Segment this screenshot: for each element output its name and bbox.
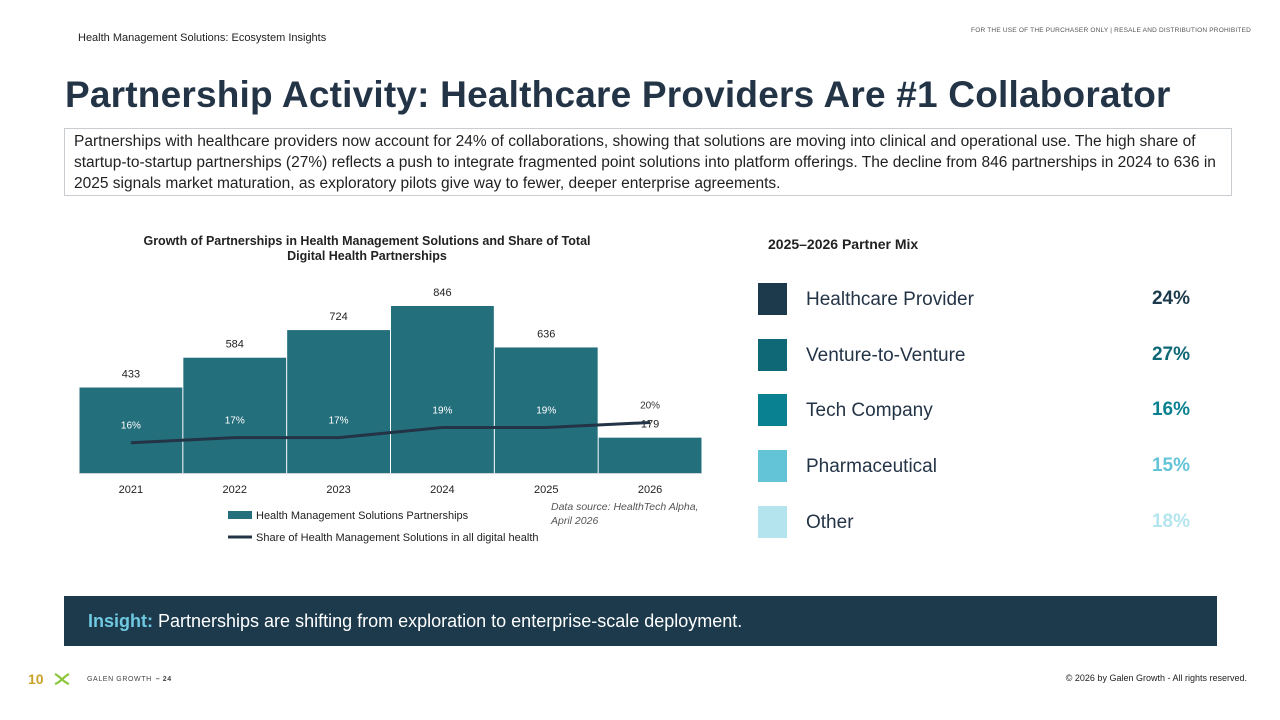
footer-branding: 10 GALEN GROWTH – 24 xyxy=(28,671,172,687)
legend-bar-label: Health Management Solutions Partnerships xyxy=(256,510,469,522)
partner-mix-title: 2025–2026 Partner Mix xyxy=(768,236,919,252)
insight-text: Partnerships are shifting from explorati… xyxy=(153,611,743,631)
source-note-line1: Data source: HealthTech Alpha, xyxy=(551,501,698,513)
partner-mix-value: 27% xyxy=(1151,343,1190,365)
partnership-growth-chart: Growth of Partnerships in Health Managem… xyxy=(64,228,724,558)
anniversary-badge: 10 xyxy=(28,671,44,687)
bar-2026 xyxy=(598,437,702,473)
bar-value-label: 584 xyxy=(226,339,244,351)
share-value-label: 16% xyxy=(121,421,141,432)
leaf-knot-icon xyxy=(54,673,70,686)
chart-title-line1: Growth of Partnerships in Health Managem… xyxy=(143,234,590,248)
x-tick-label: 2023 xyxy=(326,484,350,496)
insight-label: Insight: xyxy=(88,611,153,631)
bar-value-label: 846 xyxy=(433,287,451,299)
partner-mix-label: Venture-to-Venture xyxy=(806,344,966,366)
x-tick-label: 2026 xyxy=(638,484,662,496)
share-value-label: 17% xyxy=(329,416,349,427)
insight-banner: Insight: Partnerships are shifting from … xyxy=(64,596,1217,646)
bar-value-label: 433 xyxy=(122,369,140,381)
x-tick-label: 2022 xyxy=(223,484,247,496)
partner-mix-swatch xyxy=(758,450,787,483)
bar-2022 xyxy=(183,357,287,473)
partner-mix-value: 16% xyxy=(1151,399,1190,421)
legend-bar-swatch xyxy=(228,511,252,519)
share-line xyxy=(130,420,651,445)
partner-mix-value: 18% xyxy=(1151,510,1190,532)
summary-text: Partnerships with healthcare providers n… xyxy=(64,128,1232,196)
share-value-label: 19% xyxy=(432,406,452,417)
chart-title-line2: Digital Health Partnerships xyxy=(287,249,447,263)
partner-mix-row: Healthcare Provider 24% xyxy=(758,283,1190,315)
usage-notice: FOR THE USE OF THE PURCHASER ONLY | RESA… xyxy=(971,27,1251,34)
partner-mix-swatch xyxy=(758,394,787,427)
partner-mix-row: Tech Company 16% xyxy=(758,394,1190,427)
share-value-label: 20% xyxy=(640,400,660,411)
share-value-label: 17% xyxy=(225,416,245,427)
partner-mix-value: 24% xyxy=(1151,288,1190,309)
partner-mix-label: Pharmaceutical xyxy=(806,456,937,478)
partner-mix-label: Other xyxy=(806,511,854,533)
chart-svg: Growth of Partnerships in Health Managem… xyxy=(79,234,702,544)
slide-title: Partnership Activity: Healthcare Provide… xyxy=(65,74,1171,115)
partner-mix-row: Pharmaceutical 15% xyxy=(758,450,1190,483)
partner-mix-swatch xyxy=(758,505,787,538)
partner-mix-label: Tech Company xyxy=(806,400,933,422)
bar-value-label: 179 xyxy=(641,419,659,431)
legend-line-label: Share of Health Management Solutions in … xyxy=(256,532,539,544)
bar-2025 xyxy=(494,347,598,473)
galen-growth-logo: 10 xyxy=(28,671,70,687)
bar-2021 xyxy=(79,387,183,473)
partner-mix-row: Other 18% xyxy=(758,505,1190,538)
bar-value-label: 636 xyxy=(537,328,555,340)
footer-brand: GALEN GROWTH xyxy=(87,675,152,683)
page-number: – 24 xyxy=(155,675,172,683)
x-tick-label: 2024 xyxy=(430,484,454,496)
partner-mix-value: 15% xyxy=(1151,455,1190,477)
source-note-line2: April 2026 xyxy=(550,515,598,527)
x-tick-label: 2021 xyxy=(119,484,143,496)
share-value-label: 19% xyxy=(536,406,556,417)
x-tick-label: 2025 xyxy=(534,484,558,496)
bar-2023 xyxy=(287,330,390,473)
bar-value-label: 724 xyxy=(329,311,347,323)
partner-mix-swatch xyxy=(758,338,787,371)
copyright: © 2026 by Galen Growth - All rights rese… xyxy=(1065,673,1247,683)
partner-mix-swatch xyxy=(758,283,787,315)
deck-title: Health Management Solutions: Ecosystem I… xyxy=(78,32,327,44)
bar-2024 xyxy=(391,306,494,473)
partner-mix-row: Venture-to-Venture 27% xyxy=(758,338,1190,371)
partner-mix-label: Healthcare Provider xyxy=(806,289,974,310)
